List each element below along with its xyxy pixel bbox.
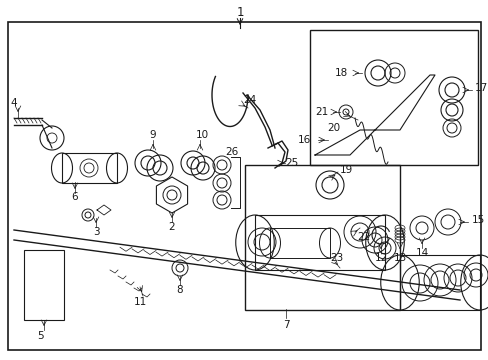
Text: 1: 1 <box>236 5 243 18</box>
Text: 23: 23 <box>329 253 343 263</box>
Text: 6: 6 <box>72 192 78 202</box>
Text: 19: 19 <box>339 165 352 175</box>
Text: 12: 12 <box>374 253 387 263</box>
Text: 25: 25 <box>285 158 298 168</box>
Bar <box>269 228 329 258</box>
Text: 14: 14 <box>414 248 428 258</box>
Text: 10: 10 <box>195 130 208 140</box>
Bar <box>254 215 384 270</box>
Text: 3: 3 <box>93 227 99 237</box>
Text: 15: 15 <box>471 215 484 225</box>
Text: 17: 17 <box>474 83 487 93</box>
Text: 5: 5 <box>37 331 43 341</box>
Bar <box>24 250 64 320</box>
Text: 20: 20 <box>326 123 339 133</box>
Bar <box>399 255 479 310</box>
Bar <box>62 153 117 183</box>
Text: 7: 7 <box>282 320 289 330</box>
Text: 22: 22 <box>356 232 369 242</box>
Text: 16: 16 <box>297 135 310 145</box>
Bar <box>244 165 399 310</box>
Text: 2: 2 <box>168 222 175 232</box>
Text: 9: 9 <box>149 130 156 140</box>
Bar <box>309 30 477 165</box>
Text: 13: 13 <box>392 253 406 263</box>
Text: 24: 24 <box>243 95 256 105</box>
Text: 11: 11 <box>133 297 146 307</box>
Text: 21: 21 <box>314 107 327 117</box>
Text: 8: 8 <box>176 285 183 295</box>
Text: 18: 18 <box>334 68 347 78</box>
Text: 4: 4 <box>11 98 17 108</box>
Text: 26: 26 <box>225 147 238 157</box>
